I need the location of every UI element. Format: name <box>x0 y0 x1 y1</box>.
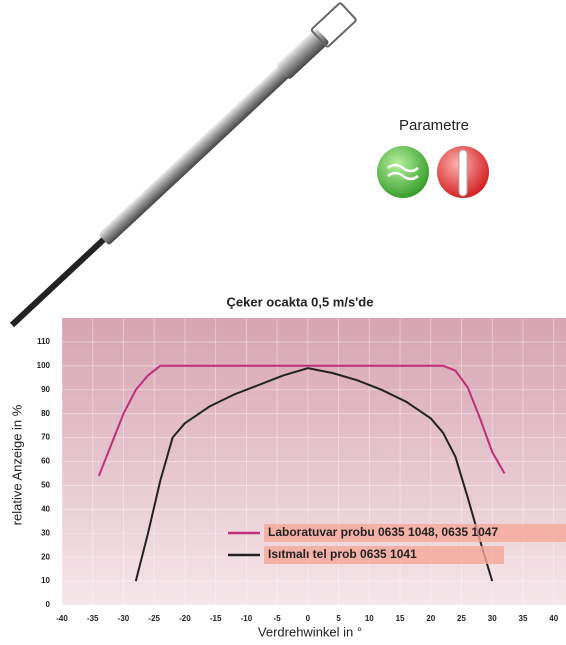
y-tick-label: 40 <box>41 504 50 513</box>
screen: Parametre Çeker ocakta 0,5 m/s'de relati… <box>0 0 566 645</box>
x-axis-label: Verdrehwinkel in ° <box>258 624 362 639</box>
x-tick-label: -20 <box>179 614 191 623</box>
y-axis-label: relative Anzeige in % <box>9 404 24 525</box>
y-tick-label: 10 <box>41 576 50 585</box>
x-tick-label: 25 <box>457 614 466 623</box>
legend-label: Laboratuvar probu 0635 1048, 0635 1047 <box>268 525 498 539</box>
page: {"header": {"label": "Parametre"}, "char… <box>0 0 566 645</box>
y-tick-label: 30 <box>41 528 50 537</box>
probe-image <box>4 3 357 334</box>
y-tick-label: 110 <box>37 337 50 346</box>
x-tick-label: 30 <box>488 614 497 623</box>
y-tick-label: 90 <box>41 385 50 394</box>
x-tick-label: 35 <box>519 614 528 623</box>
x-tick-label: 0 <box>306 614 311 623</box>
x-tick-label: -5 <box>274 614 282 623</box>
x-tick-label: -30 <box>118 614 130 623</box>
y-tick-label: 0 <box>46 600 51 609</box>
x-tick-label: 10 <box>365 614 374 623</box>
x-tick-label: -10 <box>241 614 253 623</box>
x-tick-label: -25 <box>148 614 160 623</box>
y-tick-label: 100 <box>37 361 51 370</box>
x-tick-label: 5 <box>336 614 341 623</box>
legend-label: Isıtmalı tel prob 0635 1041 <box>268 547 417 561</box>
y-tick-label: 80 <box>41 409 50 418</box>
x-tick-label: -15 <box>210 614 222 623</box>
parameter-label: Parametre <box>399 117 469 134</box>
x-tick-label: -35 <box>87 614 99 623</box>
x-tick-label: 15 <box>396 614 405 623</box>
x-tick-label: -40 <box>56 614 68 623</box>
y-tick-label: 60 <box>41 457 50 466</box>
x-tick-label: 40 <box>549 614 558 623</box>
y-tick-label: 50 <box>41 481 50 490</box>
thermometer <box>459 150 467 196</box>
chart-title: Çeker ocakta 0,5 m/s'de <box>227 294 374 309</box>
y-tick-label: 70 <box>41 433 50 442</box>
flow-icon <box>377 146 429 198</box>
x-tick-label: 20 <box>426 614 435 623</box>
y-tick-label: 20 <box>41 552 50 561</box>
